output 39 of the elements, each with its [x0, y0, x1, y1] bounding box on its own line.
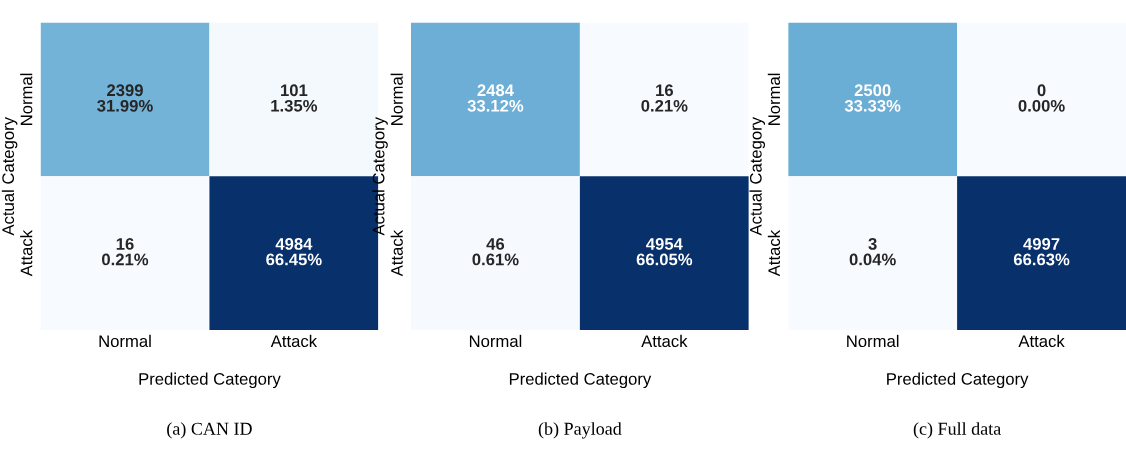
y-axis-title: Actual Category	[1, 117, 18, 236]
y-axis-title: Actual Category	[372, 117, 388, 236]
text: (c) Full data	[913, 422, 1001, 439]
data-label: 46	[486, 238, 505, 250]
annotation: 66.05%	[636, 253, 693, 266]
x-tick-label: Attack	[1018, 334, 1065, 348]
y-axis-title: Actual Category	[749, 117, 766, 236]
x-tick-label: Normal	[469, 334, 522, 348]
annotation: 33.33%	[844, 99, 901, 112]
x-tick-label: Normal	[847, 334, 899, 348]
text: (b) Payload	[538, 422, 622, 439]
x-tick-label: Attack	[641, 334, 688, 348]
annotation: 0.21%	[102, 253, 149, 266]
data-label: 16	[116, 238, 134, 250]
data-label: 16	[656, 84, 674, 97]
text: (a) CAN ID	[167, 422, 252, 439]
data-label: 101	[281, 84, 308, 97]
data-label: 3	[868, 238, 877, 250]
annotation: 0.61%	[472, 253, 519, 266]
data-label: 2484	[477, 84, 514, 97]
annotation: 0.00%	[1018, 99, 1065, 112]
annotation: 31.99%	[97, 99, 153, 112]
annotation: 66.63%	[1013, 253, 1070, 266]
data-label: 2500	[854, 84, 891, 97]
annotation: 0.21%	[641, 99, 688, 112]
data-label: 0	[1037, 84, 1046, 97]
annotation: 1.35%	[271, 99, 318, 112]
x-axis-title: Predicted Category	[509, 372, 652, 389]
data-label: 4954	[646, 238, 683, 250]
data-label: 2399	[107, 84, 143, 97]
annotation: 66.45%	[266, 253, 322, 266]
x-axis-title: Predicted Category	[887, 372, 1029, 389]
annotation: 0.04%	[849, 253, 896, 266]
annotation: 33.12%	[467, 99, 524, 112]
x-tick-label: Attack	[270, 334, 318, 348]
data-label: 4984	[275, 238, 313, 250]
x-tick-label: Normal	[99, 334, 151, 348]
data-label: 4997	[1023, 238, 1060, 250]
x-axis-title: Predicted Category	[139, 372, 281, 389]
